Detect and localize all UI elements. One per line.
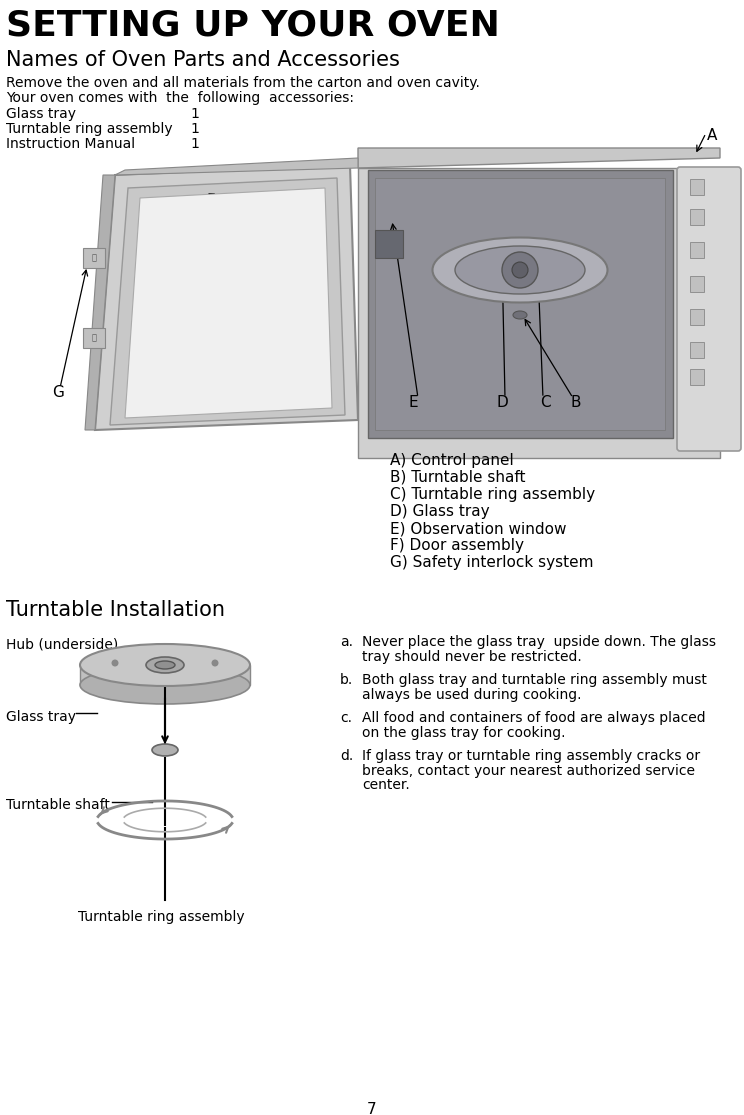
Bar bbox=[690, 309, 704, 324]
Text: F) Door assembly: F) Door assembly bbox=[390, 539, 524, 553]
Ellipse shape bbox=[513, 311, 527, 319]
Ellipse shape bbox=[155, 661, 175, 669]
Bar bbox=[375, 230, 403, 258]
Text: C: C bbox=[540, 395, 551, 410]
FancyBboxPatch shape bbox=[677, 167, 741, 450]
Text: F: F bbox=[206, 193, 215, 209]
Text: Turntable Installation: Turntable Installation bbox=[6, 600, 225, 620]
Text: E) Observation window: E) Observation window bbox=[390, 521, 566, 536]
Bar bbox=[358, 168, 720, 458]
Text: a.: a. bbox=[340, 636, 353, 649]
Circle shape bbox=[211, 659, 219, 667]
Bar bbox=[375, 178, 665, 430]
Text: G) Safety interlock system: G) Safety interlock system bbox=[390, 555, 594, 570]
Polygon shape bbox=[125, 188, 332, 418]
Text: Names of Oven Parts and Accessories: Names of Oven Parts and Accessories bbox=[6, 50, 400, 70]
Ellipse shape bbox=[80, 644, 250, 686]
Text: 1: 1 bbox=[190, 107, 199, 122]
Text: 7: 7 bbox=[368, 1102, 376, 1115]
Text: D: D bbox=[497, 395, 509, 410]
Bar bbox=[690, 277, 704, 292]
Text: E: E bbox=[409, 395, 419, 410]
Circle shape bbox=[112, 659, 118, 667]
Text: D) Glass tray: D) Glass tray bbox=[390, 504, 490, 518]
Bar bbox=[690, 342, 704, 358]
Text: Hub (underside): Hub (underside) bbox=[6, 638, 118, 652]
Text: Turntable ring assembly: Turntable ring assembly bbox=[6, 122, 173, 136]
Text: Glass tray: Glass tray bbox=[6, 710, 76, 724]
Text: SETTING UP YOUR OVEN: SETTING UP YOUR OVEN bbox=[6, 8, 500, 42]
Text: Both glass tray and turntable ring assembly must: Both glass tray and turntable ring assem… bbox=[362, 673, 707, 687]
Text: Your oven comes with  the  following  accessories:: Your oven comes with the following acces… bbox=[6, 91, 354, 105]
Text: B) Turntable shaft: B) Turntable shaft bbox=[390, 471, 525, 485]
Ellipse shape bbox=[80, 666, 250, 704]
Ellipse shape bbox=[432, 237, 608, 302]
Text: always be used during cooking.: always be used during cooking. bbox=[362, 688, 582, 701]
Text: Ⓡ: Ⓡ bbox=[92, 333, 97, 342]
Polygon shape bbox=[95, 165, 358, 430]
Ellipse shape bbox=[455, 246, 585, 294]
Text: Turntable shaft: Turntable shaft bbox=[6, 798, 110, 812]
Ellipse shape bbox=[146, 657, 184, 673]
Text: center.: center. bbox=[362, 778, 410, 792]
Text: c.: c. bbox=[340, 711, 352, 725]
Bar bbox=[690, 209, 704, 225]
Circle shape bbox=[502, 252, 538, 288]
Text: A) Control panel: A) Control panel bbox=[390, 453, 514, 468]
Text: d.: d. bbox=[340, 749, 353, 763]
Text: C) Turntable ring assembly: C) Turntable ring assembly bbox=[390, 487, 595, 502]
Text: tray should never be restricted.: tray should never be restricted. bbox=[362, 650, 582, 663]
Text: on the glass tray for cooking.: on the glass tray for cooking. bbox=[362, 726, 565, 739]
Text: b.: b. bbox=[340, 673, 353, 687]
Bar bbox=[690, 369, 704, 385]
Text: If glass tray or turntable ring assembly cracks or: If glass tray or turntable ring assembly… bbox=[362, 749, 700, 763]
Text: 1: 1 bbox=[190, 122, 199, 136]
Text: A: A bbox=[707, 128, 717, 143]
Bar bbox=[690, 242, 704, 258]
Text: breaks, contact your nearest authorized service: breaks, contact your nearest authorized … bbox=[362, 764, 695, 777]
Text: Turntable ring assembly: Turntable ring assembly bbox=[78, 910, 245, 924]
Bar bbox=[368, 169, 673, 438]
Text: All food and containers of food are always placed: All food and containers of food are alwa… bbox=[362, 711, 705, 725]
Text: Never place the glass tray  upside down. The glass: Never place the glass tray upside down. … bbox=[362, 636, 716, 649]
Text: Remove the oven and all materials from the carton and oven cavity.: Remove the oven and all materials from t… bbox=[6, 76, 480, 90]
Bar bbox=[690, 180, 704, 195]
Bar bbox=[83, 328, 105, 348]
Circle shape bbox=[512, 262, 528, 278]
Text: B: B bbox=[570, 395, 580, 410]
Polygon shape bbox=[85, 175, 115, 430]
Text: G: G bbox=[52, 385, 64, 400]
Text: 1: 1 bbox=[190, 137, 199, 151]
Polygon shape bbox=[115, 158, 358, 175]
Bar bbox=[83, 248, 105, 268]
Text: Ⓡ: Ⓡ bbox=[92, 253, 97, 262]
Text: Glass tray: Glass tray bbox=[6, 107, 76, 122]
Bar bbox=[80, 665, 250, 685]
Polygon shape bbox=[110, 178, 345, 425]
Polygon shape bbox=[358, 148, 720, 168]
Text: Instruction Manual: Instruction Manual bbox=[6, 137, 135, 151]
Ellipse shape bbox=[152, 744, 178, 756]
